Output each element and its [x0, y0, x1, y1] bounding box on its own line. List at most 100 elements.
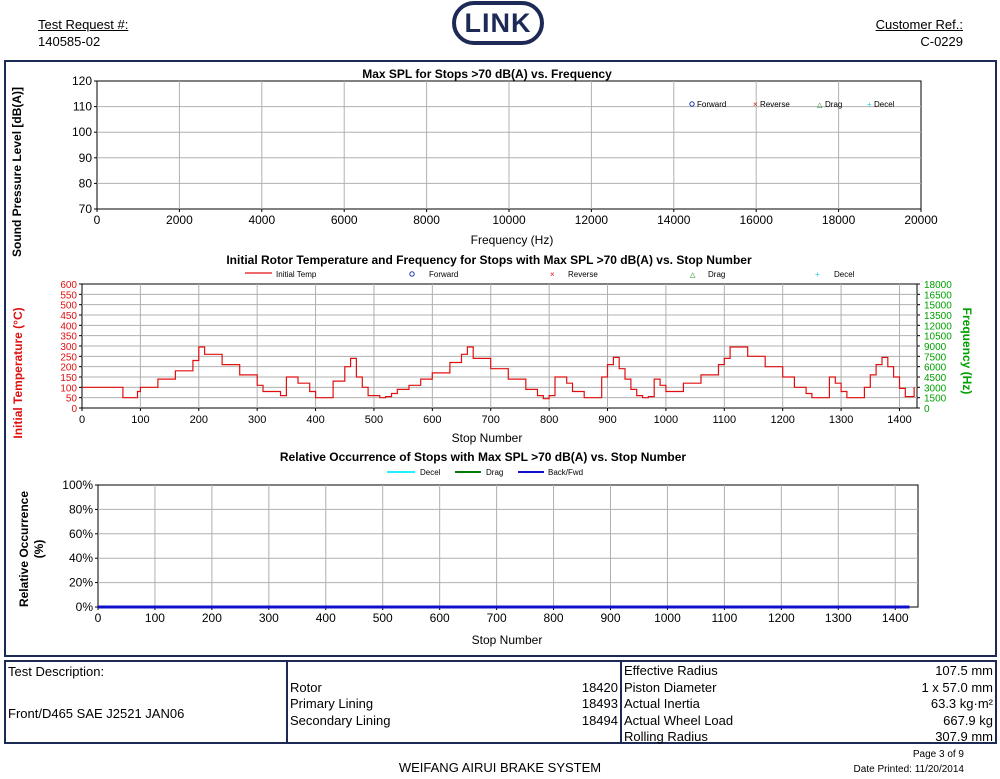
component-rotor: Rotor 18420: [290, 680, 618, 696]
y2-tick-label: 3000: [924, 383, 947, 394]
x-tick-label: 1000: [654, 414, 678, 426]
spl-frequency-chart: Max SPL for Stops >70 dB(A) vs. Frequenc…: [10, 67, 938, 257]
x-tick-label: 100: [145, 611, 165, 625]
spec-value: 63.3 kg·m²: [930, 696, 993, 711]
y2-tick-label: 13500: [924, 311, 952, 322]
component-value: 18493: [581, 696, 618, 711]
y-tick-label: 600: [60, 280, 77, 291]
relative-occurrence-chart: Relative Occurrence of Stops with Max SP…: [17, 450, 919, 647]
x-tick-label: 1200: [770, 414, 794, 426]
y2-tick-label: 12000: [924, 321, 952, 332]
temp-stop-chart: Initial Rotor Temperature and Frequency …: [11, 253, 974, 445]
customer-ref-value: C-0229: [920, 34, 963, 49]
initial-temp-line: [82, 346, 915, 400]
y-tick-label: 110: [73, 100, 92, 114]
y2-tick-label: 6000: [924, 363, 947, 374]
y2-tick-label: 16500: [924, 290, 952, 301]
y-tick-label: 0: [71, 404, 77, 415]
x-tick-label: 800: [544, 611, 564, 625]
x-tick-label: 14000: [657, 213, 691, 227]
y-tick-label: 50: [66, 394, 78, 405]
y-tick-label: 100: [72, 125, 92, 139]
y-tick-label: 350: [60, 332, 77, 343]
component-label: Secondary Lining: [290, 713, 391, 728]
x-tick-label: 4000: [248, 213, 275, 227]
spec-effective-radius: Effective Radius 107.5 mm: [624, 663, 993, 679]
component-label: Rotor: [290, 680, 322, 695]
spec-label: Piston Diameter: [624, 680, 717, 695]
legend3-decel-label: Decel: [420, 468, 441, 477]
component-label: Primary Lining: [290, 696, 374, 711]
y-tick-label: 450: [60, 311, 77, 322]
y2-tick-label: 10500: [924, 332, 952, 343]
chart2-ylabel: Initial Temperature (°C): [11, 307, 25, 438]
x-tick-label: 1100: [711, 611, 737, 625]
x-tick-label: 1300: [829, 414, 853, 426]
test-description-label: Test Description:: [8, 664, 105, 679]
chart3-title: Relative Occurrence of Stops with Max SP…: [280, 450, 687, 464]
x-tick-label: 1000: [654, 611, 681, 625]
x-tick-label: 0: [95, 611, 102, 625]
chart3-ylabel-line2: (%): [32, 540, 46, 559]
spec-label: Rolling Radius: [624, 729, 708, 744]
x-tick-label: 1300: [825, 611, 852, 625]
x-tick-label: 0: [79, 414, 85, 426]
chart2-legend: Initial Temp Forward × Reverse △ Drag + …: [245, 270, 855, 279]
y-tick-label: 200: [60, 363, 77, 374]
spec-value: 1 x 57.0 mm: [921, 680, 993, 695]
legend-reverse-label: Reverse: [760, 100, 790, 109]
y-tick-label: 60%: [69, 527, 93, 541]
legend2-forward-label: Forward: [429, 270, 458, 279]
test-description-cell: Test Description: Front/D465 SAE J2521 J…: [6, 662, 288, 742]
component-secondary-lining: Secondary Lining 18494: [290, 713, 618, 729]
chart3-legend: Decel Drag Back/Fwd: [387, 468, 583, 477]
y-tick-label: 400: [60, 321, 77, 332]
legend-reverse-marker: ×: [753, 100, 758, 109]
y2-tick-label: 4500: [924, 373, 947, 384]
y-tick-label: 250: [60, 352, 77, 363]
chart2-title: Initial Rotor Temperature and Frequency …: [226, 253, 752, 267]
chart3-ylabel-line1: Relative Occurrence: [17, 491, 31, 607]
legend3-drag-label: Drag: [486, 468, 503, 477]
y-tick-label: 80: [79, 176, 93, 190]
x-tick-label: 900: [598, 414, 616, 426]
legend-drag-marker: △: [817, 102, 823, 109]
customer-ref-label: Customer Ref.:: [875, 17, 963, 32]
x-tick-label: 16000: [740, 213, 774, 227]
charts-svg: Max SPL for Stops >70 dB(A) vs. Frequenc…: [10, 67, 974, 647]
legend2-drag-marker: △: [690, 272, 696, 279]
test-description-value: Front/D465 SAE J2521 JAN06: [8, 706, 185, 721]
x-tick-label: 1100: [712, 414, 736, 426]
x-tick-label: 700: [482, 414, 500, 426]
y-tick-label: 100: [60, 383, 77, 394]
plot-area: [97, 484, 919, 608]
spec-value: 667.9 kg: [943, 713, 993, 728]
legend3-backfwd-label: Back/Fwd: [548, 468, 583, 477]
x-tick-label: 1400: [887, 414, 911, 426]
chart2-y2label: Frequency (Hz): [960, 308, 974, 395]
spec-value: 107.5 mm: [935, 663, 993, 678]
x-tick-label: 10000: [492, 213, 526, 227]
chart2-xlabel: Stop Number: [452, 431, 523, 445]
legend2-reverse-marker: ×: [550, 270, 555, 279]
y-tick-label: 300: [60, 342, 77, 353]
x-tick-label: 300: [248, 414, 266, 426]
y-tick-label: 550: [60, 290, 77, 301]
y-tick-label: 150: [60, 373, 77, 384]
spec-label: Actual Wheel Load: [624, 713, 734, 728]
legend2-forward-marker: [409, 271, 415, 277]
test-request-value: 140585-02: [38, 34, 101, 49]
x-tick-label: 8000: [413, 213, 440, 227]
y-tick-label: 40%: [69, 551, 93, 565]
spec-actual-inertia: Actual Inertia 63.3 kg·m²: [624, 696, 993, 712]
legend-forward-label: Forward: [697, 100, 726, 109]
specs-cell: Effective Radius 107.5 mm Piston Diameter…: [622, 662, 995, 744]
x-tick-label: 200: [190, 414, 208, 426]
spec-label: Effective Radius: [624, 663, 718, 678]
x-tick-label: 900: [600, 611, 620, 625]
chart1-legend: Forward × Reverse △ Drag + Decel: [689, 100, 895, 109]
legend-initial-temp-label: Initial Temp: [276, 270, 317, 279]
date-printed: Date Printed: 11/20/2014: [853, 764, 964, 775]
x-tick-label: 20000: [904, 213, 938, 227]
x-tick-label: 12000: [575, 213, 609, 227]
